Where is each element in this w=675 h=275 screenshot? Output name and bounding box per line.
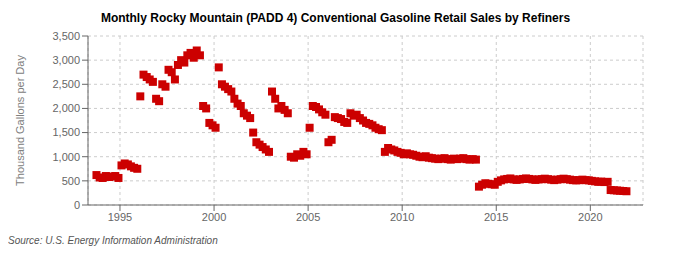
svg-text:2000: 2000: [202, 211, 226, 223]
svg-text:2,000: 2,000: [52, 102, 80, 114]
svg-text:1,500: 1,500: [52, 126, 80, 138]
svg-text:2020: 2020: [578, 211, 602, 223]
svg-text:2,500: 2,500: [52, 78, 80, 90]
svg-text:2010: 2010: [390, 211, 414, 223]
svg-text:1,000: 1,000: [52, 151, 80, 163]
svg-text:2005: 2005: [296, 211, 320, 223]
html-text:Source: U.S. Energy Informatio: Source: U.S. Energy Information Administ…: [8, 235, 218, 246]
svg-text:1995: 1995: [108, 211, 132, 223]
html-text:Monthly Rocky Mountain (PADD 4: Monthly Rocky Mountain (PADD 4) Conventi…: [100, 11, 571, 25]
svg-text:0: 0: [74, 199, 80, 211]
svg-text:Thousand Gallons per Day: Thousand Gallons per Day: [14, 55, 26, 186]
svg-text:2015: 2015: [484, 211, 508, 223]
svg-text:3,500: 3,500: [52, 30, 80, 42]
svg-text:3,000: 3,000: [52, 54, 80, 66]
svg-text:500: 500: [62, 175, 80, 187]
